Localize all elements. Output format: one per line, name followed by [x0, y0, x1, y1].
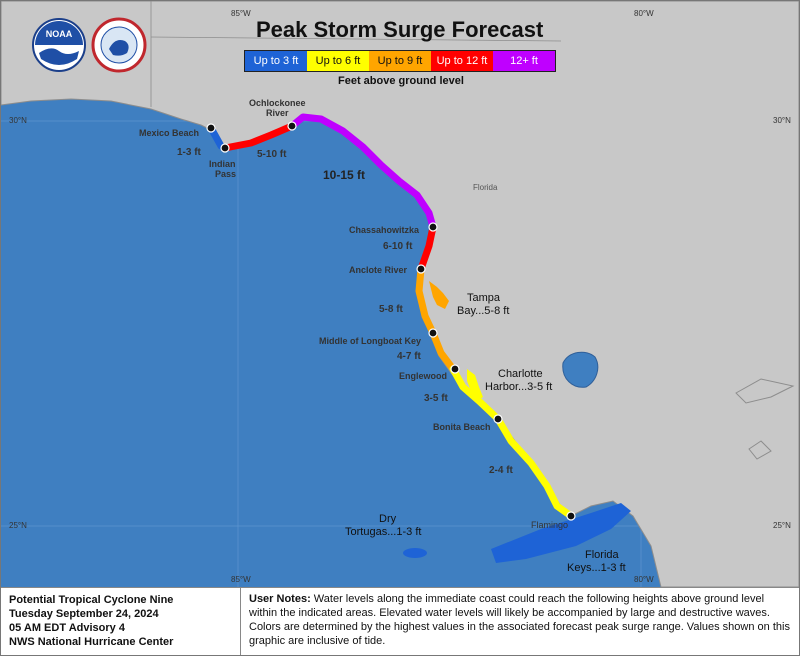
label-charlotte-harbor-1: Charlotte [498, 368, 543, 380]
label-florida: Florida [473, 183, 498, 192]
breakpoint-longboat [428, 328, 438, 338]
user-notes-text: Water levels along the immediate coast c… [249, 593, 790, 647]
legend-up-to-6ft: Up to 6 ft [307, 51, 369, 71]
label-mexico-beach: Mexico Beach [139, 128, 200, 138]
tampa-bay-surge [429, 281, 449, 309]
label-flamingo: Flamingo [531, 520, 569, 530]
coord-80w-top: 80°W [634, 9, 654, 18]
user-notes-label: User Notes: [249, 593, 311, 605]
coord-80w-bottom: 80°W [634, 575, 654, 584]
coord-30n-right: 30°N [773, 116, 791, 125]
label-florida-keys-2: Keys...1-3 ft [567, 562, 626, 574]
charlotte-harbor-surge [467, 369, 483, 401]
surge-segment-orange [415, 265, 457, 373]
surge-segment-red-bigbend [417, 223, 437, 273]
label-tampa-bay-2: Bay...5-8 ft [457, 305, 510, 317]
breakpoint-ochlockonee [287, 121, 297, 131]
bahamas-island [748, 440, 772, 460]
surge-segment-purple [288, 113, 437, 231]
breakpoint-bonita [493, 414, 503, 424]
surge-label-2-4ft: 2-4 ft [489, 465, 513, 476]
legend-up-to-9ft: Up to 9 ft [369, 51, 431, 71]
label-ochlockonee-1: Ochlockonee [249, 98, 306, 108]
label-chassahowitzka: Chassahowitzka [349, 225, 420, 235]
nws-logo [91, 17, 147, 73]
label-ochlockonee-2: River [266, 108, 289, 118]
breakpoint-anclote [416, 264, 426, 274]
surge-label-6-10ft: 6-10 ft [383, 241, 413, 252]
label-charlotte-harbor-2: Harbor...3-5 ft [485, 381, 553, 393]
label-indian-pass-2: Pass [215, 169, 237, 179]
coord-25n-left: 25°N [9, 521, 27, 530]
coord-85w-bottom: 85°W [231, 575, 251, 584]
surge-segment-yellow [449, 365, 575, 520]
map-title: Peak Storm Surge Forecast [256, 17, 544, 42]
surge-legend: Up to 3 ft Up to 6 ft Up to 9 ft Up to 1… [244, 50, 556, 72]
bahamas-island [735, 378, 795, 404]
lake-okeechobee [562, 351, 599, 388]
label-florida-keys-1: Florida [585, 549, 619, 561]
label-dry-tortugas-1: Dry [379, 513, 397, 525]
label-englewood: Englewood [399, 371, 447, 381]
agency-logos: NOAA [32, 17, 147, 73]
breakpoint-chassahowitzka [428, 222, 438, 232]
advisory-issuer: NWS National Hurricane Center [9, 636, 174, 648]
noaa-logo: NOAA [32, 18, 86, 72]
dry-tortugas-surge-zone [403, 548, 427, 558]
surge-label-4-7ft: 4-7 ft [397, 351, 421, 362]
surge-label-10-15ft: 10-15 ft [323, 168, 366, 182]
label-longboat-key: Middle of Longboat Key [319, 336, 421, 346]
label-bonita-beach: Bonita Beach [433, 422, 491, 432]
label-tampa-bay-1: Tampa [467, 292, 501, 304]
surge-label-5-8ft: 5-8 ft [379, 304, 403, 315]
breakpoint-indian-pass [220, 143, 230, 153]
coord-85w-top: 85°W [231, 9, 251, 18]
user-notes: User Notes: Water levels along the immed… [241, 588, 799, 655]
keys-surge-zone [491, 503, 631, 563]
state-border-north [150, 36, 562, 42]
surge-label-1-3ft: 1-3 ft [177, 147, 201, 158]
coord-25n-right: 25°N [773, 521, 791, 530]
label-dry-tortugas-2: Tortugas...1-3 ft [345, 526, 422, 538]
footer-panel: Potential Tropical Cyclone Nine Tuesday … [1, 587, 799, 655]
breakpoint-flamingo [566, 511, 576, 521]
advisory-info: Potential Tropical Cyclone Nine Tuesday … [1, 588, 241, 655]
label-indian-pass-1: Indian [209, 159, 236, 169]
map-canvas [1, 1, 799, 587]
surge-label-3-5ft: 3-5 ft [424, 393, 448, 404]
advisory-storm-name: Potential Tropical Cyclone Nine [9, 594, 174, 606]
advisory-date: Tuesday September 24, 2024 [9, 608, 159, 620]
legend-up-to-3ft: Up to 3 ft [245, 51, 307, 71]
breakpoint-englewood [450, 364, 460, 374]
label-anclote-river: Anclote River [349, 265, 408, 275]
breakpoint-mexico-beach [206, 123, 216, 133]
legend-12-plus-ft: 12+ ft [493, 51, 555, 71]
surge-segment-red-panhandle [221, 122, 296, 152]
legend-up-to-12ft: Up to 12 ft [431, 51, 493, 71]
coord-30n-left: 30°N [9, 116, 27, 125]
svg-text:NOAA: NOAA [46, 29, 73, 39]
surge-label-5-10ft: 5-10 ft [257, 149, 287, 160]
advisory-number: 05 AM EDT Advisory 4 [9, 622, 125, 634]
legend-subtitle: Feet above ground level [338, 75, 464, 87]
